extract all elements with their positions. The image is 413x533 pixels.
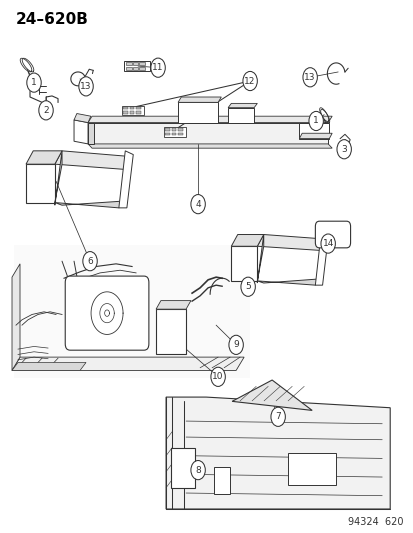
Circle shape [270,407,285,426]
FancyBboxPatch shape [126,62,131,65]
Text: 24–620B: 24–620B [16,12,89,27]
FancyBboxPatch shape [178,133,183,135]
FancyBboxPatch shape [178,128,183,131]
Polygon shape [257,279,321,285]
Polygon shape [156,301,190,309]
Text: 14: 14 [322,239,333,248]
Polygon shape [88,123,328,144]
Polygon shape [12,357,244,370]
FancyBboxPatch shape [65,276,149,350]
FancyBboxPatch shape [171,128,176,131]
FancyBboxPatch shape [164,127,186,137]
Circle shape [308,111,323,131]
Text: 4: 4 [195,200,200,208]
FancyBboxPatch shape [139,62,145,65]
FancyBboxPatch shape [165,133,170,135]
Text: 9: 9 [233,341,238,349]
Text: 8: 8 [195,466,200,474]
Polygon shape [12,264,20,370]
Circle shape [190,461,205,480]
Circle shape [78,77,93,96]
Circle shape [150,58,165,77]
Circle shape [320,234,335,253]
Polygon shape [12,362,86,370]
Text: 94324  620: 94324 620 [347,516,403,527]
FancyBboxPatch shape [136,107,140,109]
Polygon shape [171,448,195,488]
Polygon shape [178,102,218,123]
Circle shape [302,68,317,87]
FancyBboxPatch shape [123,107,128,109]
Circle shape [83,252,97,271]
Polygon shape [257,235,321,251]
Text: 7: 7 [275,413,280,421]
Polygon shape [74,114,90,123]
FancyBboxPatch shape [139,67,145,70]
Text: 11: 11 [152,63,164,72]
Text: 1: 1 [313,117,318,125]
Text: 6: 6 [87,257,93,265]
Circle shape [240,277,255,296]
Polygon shape [214,467,230,494]
Polygon shape [287,453,335,485]
Text: 3: 3 [340,145,346,154]
Polygon shape [55,201,125,208]
Circle shape [210,367,225,386]
Text: 1: 1 [31,78,37,87]
Polygon shape [88,144,331,148]
FancyBboxPatch shape [171,133,176,135]
Polygon shape [88,116,331,123]
Polygon shape [228,103,257,108]
Polygon shape [231,246,257,281]
FancyBboxPatch shape [122,106,144,115]
Text: 5: 5 [244,282,250,291]
Polygon shape [231,235,263,246]
Polygon shape [166,397,389,509]
Polygon shape [55,151,62,205]
Polygon shape [232,380,311,410]
Circle shape [27,73,41,92]
Polygon shape [257,235,263,283]
FancyBboxPatch shape [136,111,140,114]
FancyBboxPatch shape [132,67,138,70]
FancyBboxPatch shape [315,221,350,248]
FancyBboxPatch shape [132,62,138,65]
Polygon shape [315,235,328,285]
Polygon shape [74,120,88,144]
Polygon shape [26,151,62,164]
Polygon shape [88,123,94,144]
Text: 13: 13 [80,82,92,91]
Circle shape [228,335,243,354]
Text: 2: 2 [43,106,49,115]
Circle shape [336,140,351,159]
Polygon shape [299,123,329,139]
Text: 12: 12 [244,77,255,85]
Circle shape [39,101,53,120]
Polygon shape [26,164,55,203]
Polygon shape [299,133,331,139]
Circle shape [190,195,205,214]
Polygon shape [119,151,133,208]
FancyBboxPatch shape [129,111,134,114]
Text: 13: 13 [304,73,315,82]
FancyBboxPatch shape [165,128,170,131]
Polygon shape [55,151,126,169]
FancyBboxPatch shape [123,111,128,114]
Polygon shape [228,108,254,123]
Polygon shape [14,245,249,378]
FancyBboxPatch shape [124,61,150,71]
FancyBboxPatch shape [129,107,134,109]
Text: 10: 10 [212,373,223,381]
Polygon shape [156,309,186,354]
Polygon shape [178,97,221,102]
Circle shape [242,71,257,91]
FancyBboxPatch shape [126,67,131,70]
